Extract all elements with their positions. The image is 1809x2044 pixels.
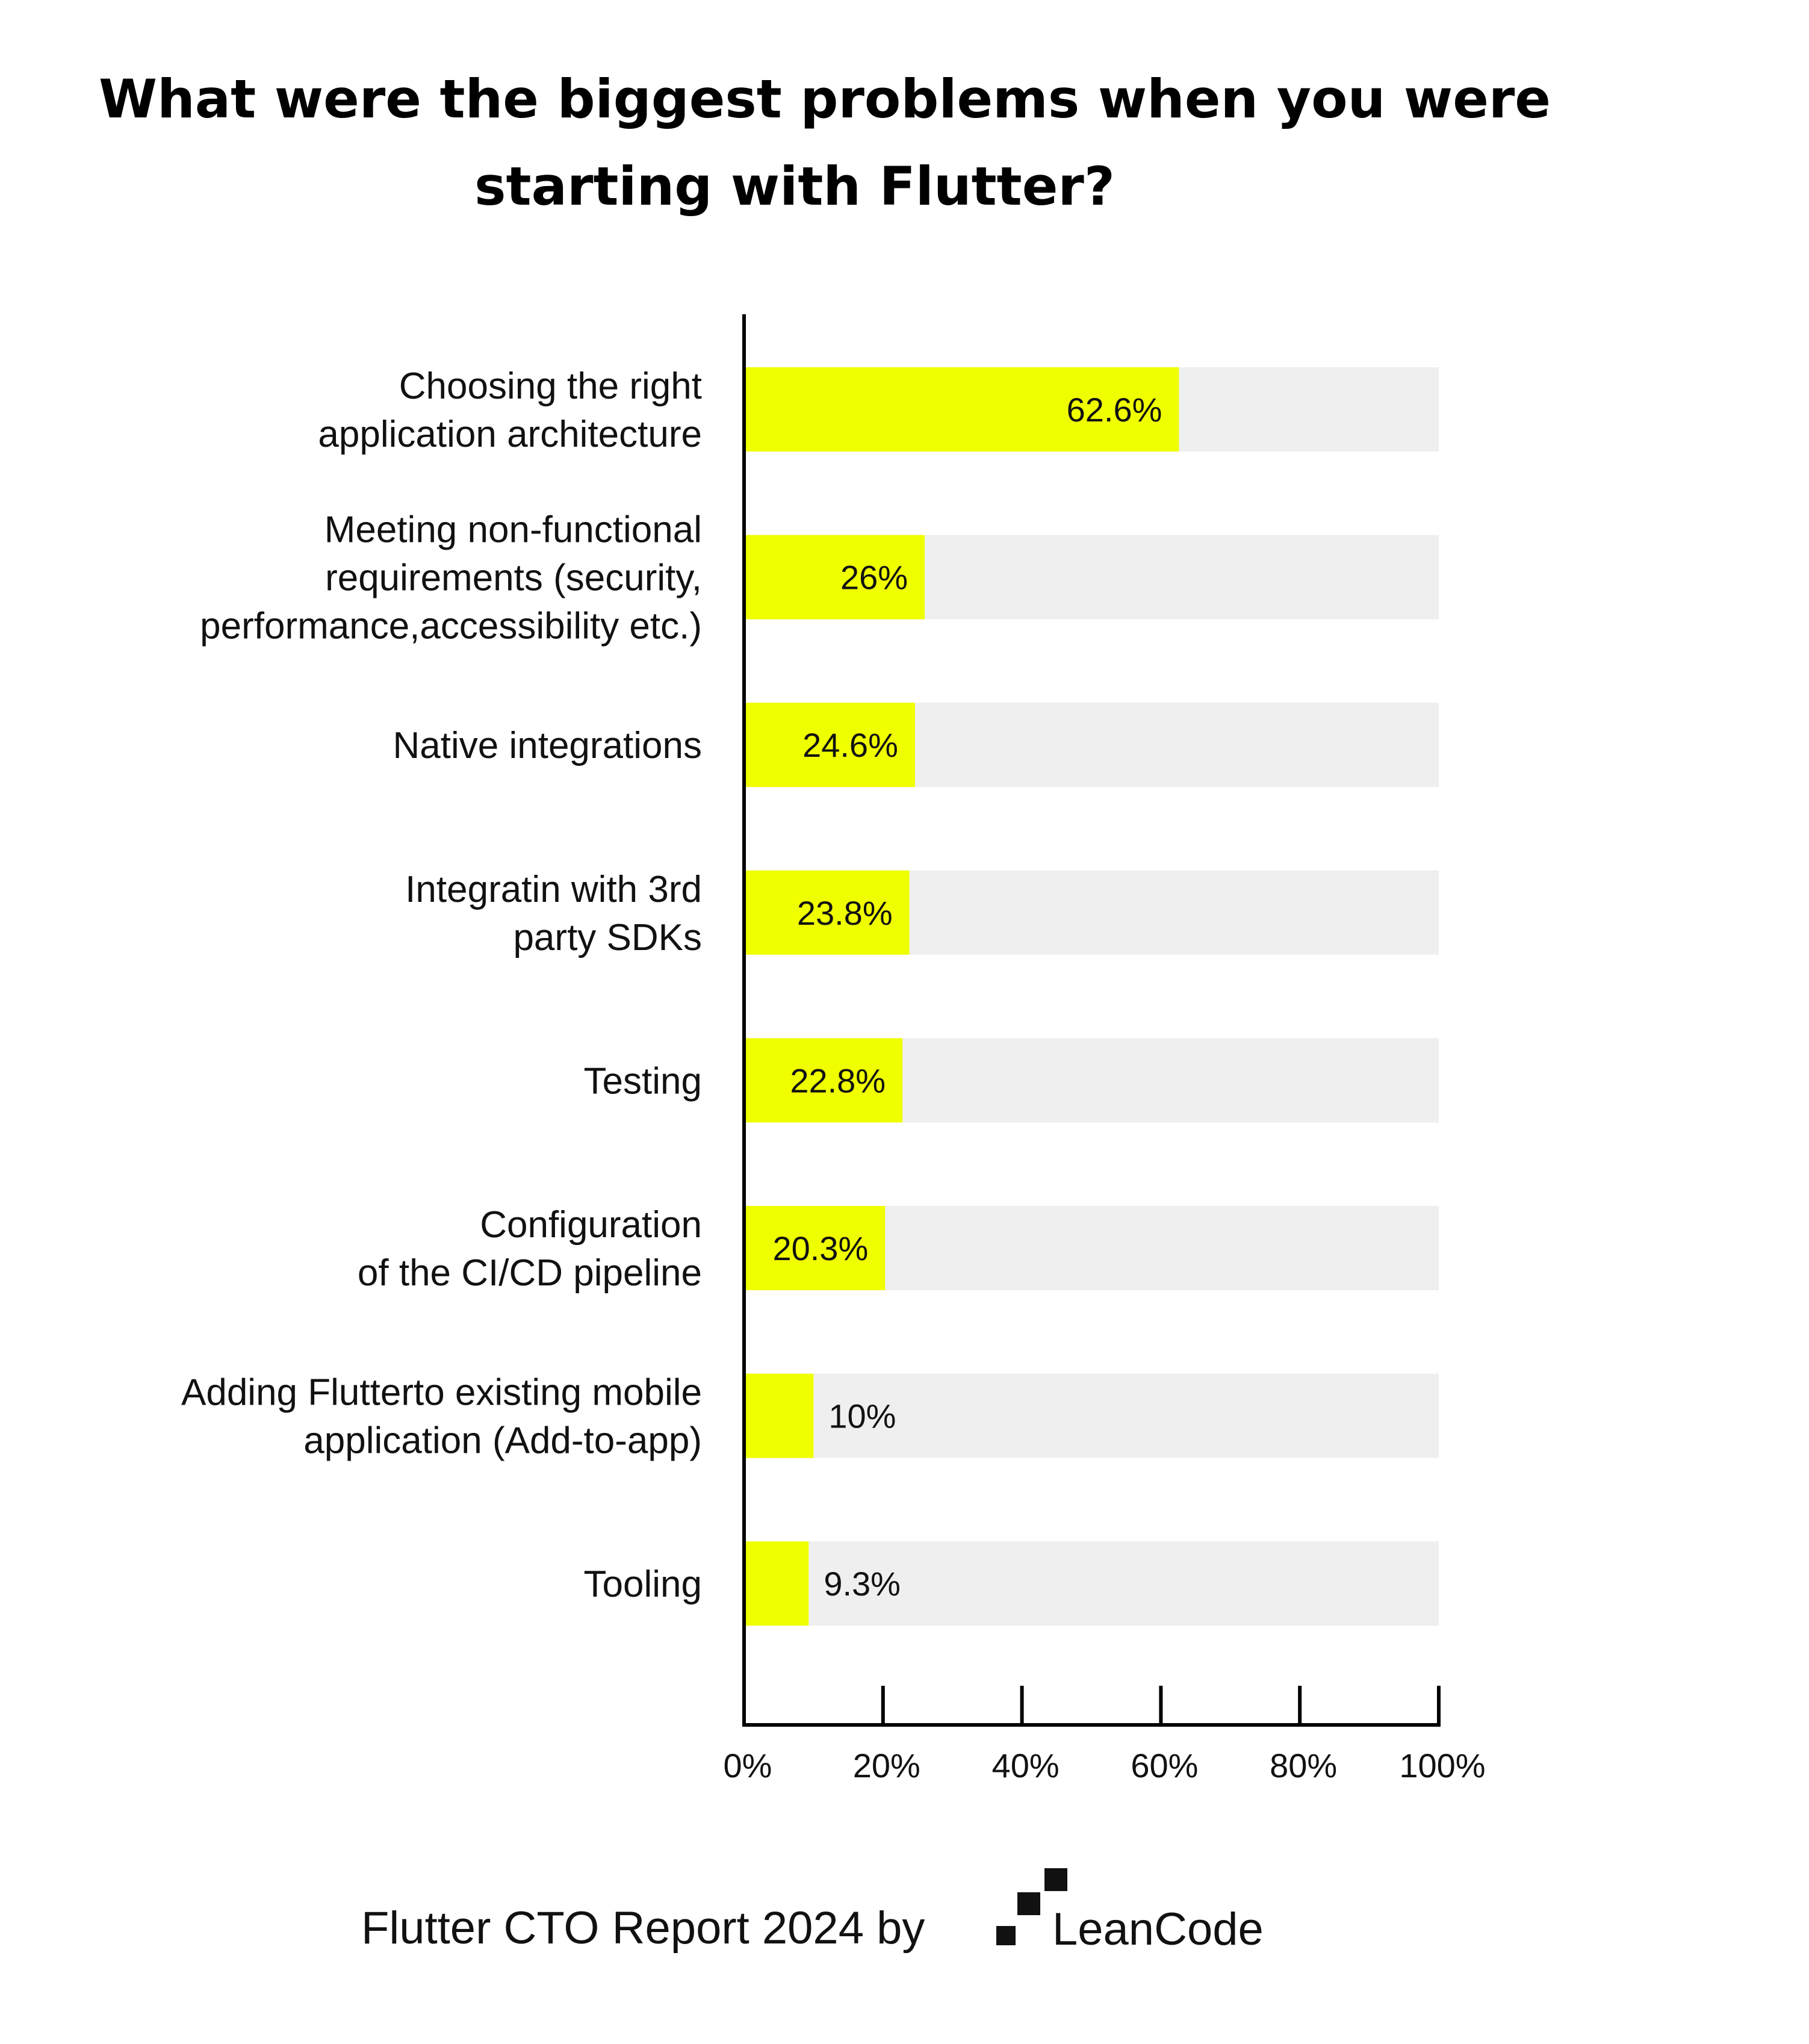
category-label: Integratin with 3rd [405, 869, 702, 910]
bar [744, 1541, 809, 1626]
bar [744, 1038, 903, 1123]
category-label: party SDKs [513, 917, 702, 958]
footer-text: Flutter CTO Report 2024 by [361, 1903, 925, 1954]
bar-track [744, 1541, 1439, 1626]
axis-layer: 0% 20% 40% 60% 80% 100% [724, 314, 1486, 1785]
category-label: Tooling [584, 1564, 702, 1605]
bar-track [744, 1373, 1439, 1458]
category-label: Native integrations [393, 725, 703, 766]
chart-title-line-2: starting with Flutter? [474, 155, 1115, 217]
bars-layer: 62.6% Choosing the right application archi… [181, 365, 1439, 1626]
bar [744, 1373, 814, 1458]
bar-value-label: 26% [840, 559, 908, 597]
bar [744, 1206, 886, 1290]
chart-title-line-1: What were the biggest problems when you … [99, 68, 1551, 130]
category-label: requirements (security, [325, 558, 702, 599]
category-label: Adding Flutterto existing mobile [181, 1372, 702, 1414]
bar [744, 367, 1179, 452]
bar-value-label: 10% [828, 1397, 896, 1435]
category-label: Testing [584, 1060, 702, 1102]
bar-value-label: 62.6% [1067, 391, 1162, 429]
leancode-logo-icon [996, 1868, 1067, 1945]
category-label: performance,accessibility etc.) [200, 606, 702, 647]
bar-value-label: 22.8% [790, 1061, 886, 1099]
bar-value-label: 23.8% [797, 894, 893, 932]
bar [744, 535, 925, 620]
footer-brand: LeanCode [1052, 1904, 1264, 1955]
bar [744, 703, 915, 787]
bar [744, 870, 910, 955]
bar-value-label: 20.3% [772, 1229, 868, 1267]
x-tick-label: 40% [992, 1747, 1060, 1785]
x-tick-label: 0% [724, 1747, 772, 1785]
x-tick-label: 80% [1270, 1747, 1337, 1785]
category-label: of the CI/CD pipeline [358, 1252, 702, 1294]
x-tick-label: 20% [853, 1747, 920, 1785]
x-tick-label: 100% [1399, 1747, 1485, 1785]
x-tick-label: 60% [1131, 1747, 1198, 1785]
footer: Flutter CTO Report 2024 by LeanCode [361, 1868, 1264, 1955]
category-label: application (Add-to-app) [303, 1420, 702, 1462]
category-label: application architecture [318, 414, 702, 455]
category-label: Configuration [480, 1204, 702, 1246]
category-label: Choosing the right [399, 365, 702, 407]
category-label: Meeting non-functional [324, 509, 702, 551]
bar-value-label: 9.3% [824, 1565, 901, 1603]
bar-value-label: 24.6% [802, 726, 898, 764]
